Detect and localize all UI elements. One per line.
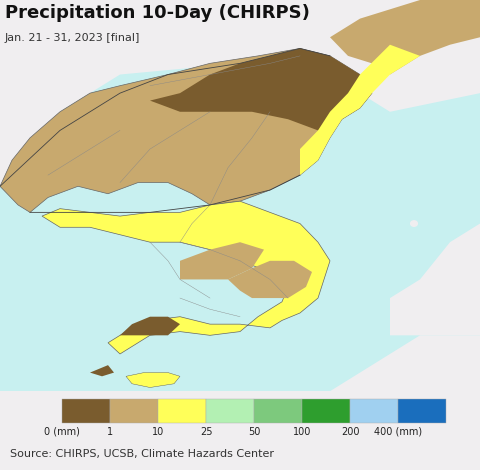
- Polygon shape: [42, 201, 330, 354]
- Text: 25: 25: [200, 427, 213, 437]
- Polygon shape: [330, 335, 480, 391]
- Polygon shape: [390, 224, 480, 335]
- Text: 50: 50: [248, 427, 261, 437]
- Circle shape: [411, 221, 418, 226]
- Text: Source: CHIRPS, UCSB, Climate Hazards Center: Source: CHIRPS, UCSB, Climate Hazards Ce…: [10, 448, 274, 459]
- Bar: [206, 399, 254, 423]
- Bar: [254, 399, 302, 423]
- Bar: [158, 399, 206, 423]
- Polygon shape: [90, 365, 114, 376]
- Polygon shape: [150, 48, 372, 130]
- Text: Precipitation 10-Day (CHIRPS): Precipitation 10-Day (CHIRPS): [5, 4, 310, 22]
- Polygon shape: [180, 242, 264, 280]
- Polygon shape: [0, 0, 480, 242]
- Text: Jan. 21 - 31, 2023 [final]: Jan. 21 - 31, 2023 [final]: [5, 33, 140, 43]
- Polygon shape: [120, 317, 180, 335]
- Bar: [302, 399, 350, 423]
- Polygon shape: [126, 373, 180, 387]
- Text: 400 (mm): 400 (mm): [374, 427, 422, 437]
- Text: 100: 100: [293, 427, 312, 437]
- Bar: [110, 399, 158, 423]
- Bar: [350, 399, 398, 423]
- Text: 0 (mm): 0 (mm): [45, 427, 80, 437]
- Bar: [62, 399, 110, 423]
- Polygon shape: [330, 0, 480, 75]
- Polygon shape: [228, 261, 312, 298]
- Text: 200: 200: [341, 427, 360, 437]
- Text: 1: 1: [108, 427, 113, 437]
- Text: 10: 10: [152, 427, 165, 437]
- Polygon shape: [300, 45, 420, 175]
- Bar: [398, 399, 446, 423]
- Polygon shape: [0, 48, 372, 212]
